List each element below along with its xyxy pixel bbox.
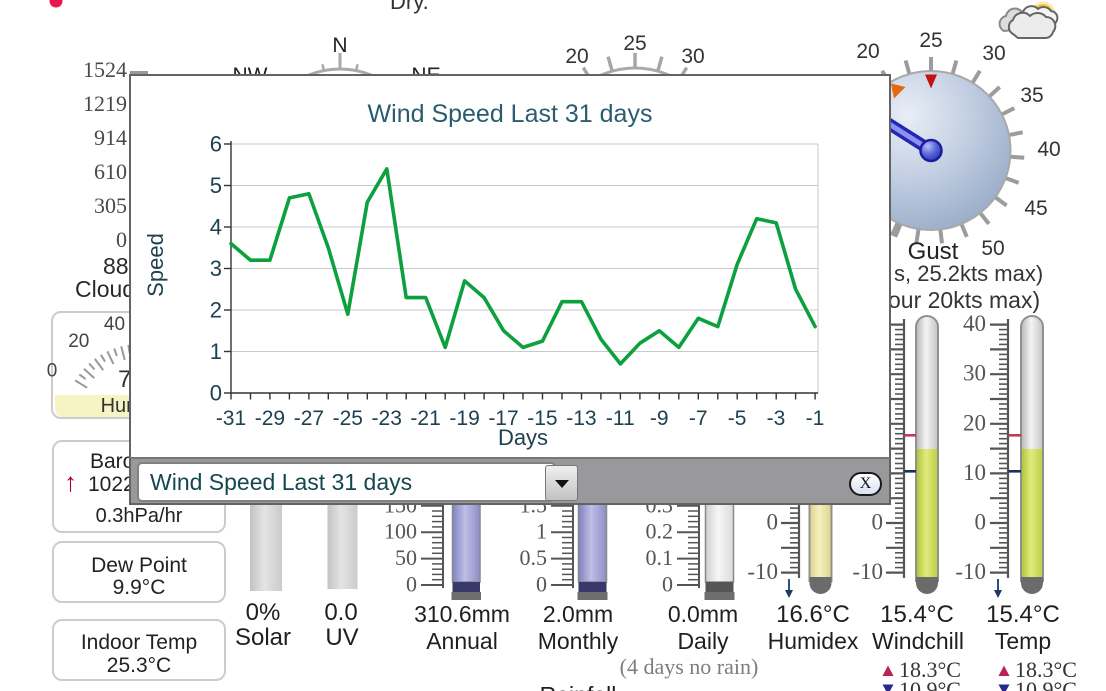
svg-text:-7: -7: [689, 407, 708, 430]
svg-text:610: 610: [94, 159, 127, 184]
svg-text:-23: -23: [372, 407, 402, 430]
svg-text:2.0mm: 2.0mm: [543, 601, 613, 627]
svg-text:0: 0: [767, 510, 779, 535]
svg-text:5: 5: [210, 173, 222, 198]
svg-text:-17: -17: [488, 407, 518, 430]
svg-text:20: 20: [68, 331, 89, 352]
svg-text:30: 30: [681, 45, 704, 68]
svg-text:-11: -11: [606, 407, 635, 430]
svg-text:0: 0: [872, 510, 884, 535]
svg-text:0: 0: [406, 572, 417, 597]
svg-text:35: 35: [1020, 84, 1043, 107]
svg-text:15.4°C: 15.4°C: [986, 601, 1060, 628]
svg-text:our 20kts max): our 20kts max): [888, 287, 1040, 313]
svg-text:3: 3: [210, 256, 222, 281]
svg-text:-29: -29: [255, 407, 285, 430]
svg-text:0%: 0%: [246, 599, 281, 626]
svg-text:18.3°C: 18.3°C: [1015, 657, 1077, 682]
svg-text:0: 0: [662, 572, 673, 597]
svg-text:Dry.: Dry.: [390, 0, 429, 14]
svg-text:-5: -5: [728, 407, 747, 430]
svg-text:Monthly: Monthly: [538, 628, 619, 654]
svg-text:18.3°C: 18.3°C: [899, 657, 961, 682]
svg-text:Temp: Temp: [995, 628, 1051, 654]
svg-text:45: 45: [1024, 197, 1047, 220]
svg-text:310.6mm: 310.6mm: [414, 601, 510, 627]
svg-text:-10: -10: [747, 559, 778, 584]
svg-text:1: 1: [536, 519, 547, 544]
svg-text:0.1: 0.1: [646, 545, 674, 570]
svg-text:50: 50: [981, 237, 1004, 260]
svg-text:-27: -27: [294, 407, 324, 430]
svg-text:50: 50: [395, 545, 417, 570]
svg-text:Speed: Speed: [143, 233, 168, 297]
svg-text:-1: -1: [806, 407, 825, 430]
svg-text:(4 days no rain): (4 days no rain): [620, 654, 759, 679]
svg-text:30: 30: [963, 361, 986, 386]
svg-text:UV: UV: [325, 624, 358, 651]
svg-text:-15: -15: [527, 407, 557, 430]
svg-text:0.2: 0.2: [646, 519, 674, 544]
svg-text:Daily: Daily: [677, 628, 729, 654]
svg-text:0.0: 0.0: [324, 599, 357, 626]
svg-text:Gust: Gust: [908, 238, 959, 265]
svg-text:-10: -10: [955, 559, 986, 584]
svg-text:25: 25: [623, 32, 646, 55]
svg-text:0: 0: [210, 381, 222, 406]
svg-text:15.4°C: 15.4°C: [880, 601, 954, 628]
svg-text:-25: -25: [333, 407, 363, 430]
svg-text:40: 40: [963, 311, 986, 336]
svg-text:s, 25.2kts max): s, 25.2kts max): [894, 261, 1043, 286]
svg-text:6: 6: [210, 132, 222, 157]
svg-text:10.9°C: 10.9°C: [1015, 677, 1077, 691]
svg-text:Windchill: Windchill: [872, 628, 964, 654]
svg-text:914: 914: [94, 125, 127, 150]
svg-text:-21: -21: [410, 407, 440, 430]
svg-text:-13: -13: [566, 407, 596, 430]
svg-text:-10: -10: [852, 559, 883, 584]
svg-text:-19: -19: [449, 407, 479, 430]
svg-text:Humidex: Humidex: [768, 628, 859, 654]
svg-text:30: 30: [982, 42, 1005, 65]
svg-text:-31: -31: [216, 407, 246, 430]
svg-text:0: 0: [975, 510, 987, 535]
svg-text:1524: 1524: [83, 57, 127, 82]
svg-text:20: 20: [963, 410, 986, 435]
svg-text:0.5: 0.5: [520, 545, 548, 570]
svg-text:Wind Speed Last 31 days: Wind Speed Last 31 days: [368, 100, 653, 128]
svg-text:Days: Days: [498, 425, 548, 450]
svg-text:1: 1: [210, 339, 222, 364]
svg-text:20: 20: [856, 40, 879, 63]
svg-text:20: 20: [565, 45, 588, 68]
svg-text:0: 0: [116, 227, 127, 252]
svg-text:0: 0: [536, 572, 547, 597]
svg-text:10.9°C: 10.9°C: [899, 677, 961, 691]
svg-text:305: 305: [94, 193, 127, 218]
svg-text:10: 10: [963, 460, 986, 485]
svg-text:4: 4: [210, 215, 222, 240]
svg-text:Solar: Solar: [235, 624, 291, 651]
svg-text:16.6°C: 16.6°C: [776, 601, 850, 628]
svg-text:2: 2: [210, 298, 222, 323]
svg-text:1219: 1219: [83, 91, 127, 116]
svg-text:N: N: [332, 34, 347, 57]
svg-text:40: 40: [104, 314, 125, 335]
svg-text:0.0mm: 0.0mm: [668, 601, 738, 627]
svg-text:0: 0: [47, 360, 58, 381]
svg-text:-9: -9: [650, 407, 669, 430]
svg-text:100: 100: [384, 519, 417, 544]
svg-text:25: 25: [919, 29, 942, 52]
svg-text:-3: -3: [767, 407, 786, 430]
svg-text:40: 40: [1037, 138, 1060, 161]
svg-text:Rainfall: Rainfall: [540, 682, 617, 691]
svg-text:Annual: Annual: [426, 628, 498, 654]
